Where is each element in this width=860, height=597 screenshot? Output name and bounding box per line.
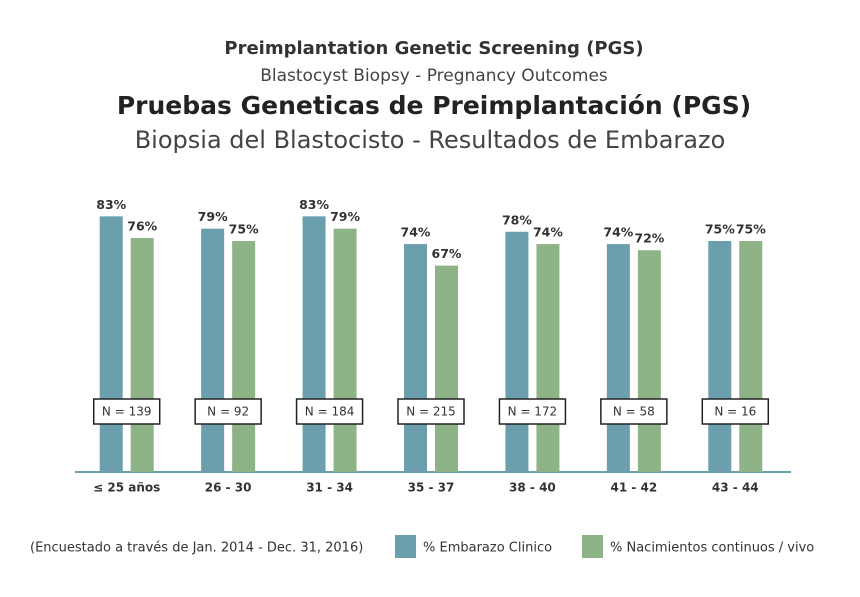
x-tick-label: 41 - 42 (610, 481, 657, 495)
legend-label: % Nacimientos continuos / vivo (610, 541, 814, 556)
data-label: 83% (299, 197, 329, 212)
bar (201, 228, 225, 472)
n-box (92, 398, 161, 425)
data-label: 75% (229, 222, 259, 237)
bar (232, 241, 256, 472)
n-label: N = 184 (305, 405, 355, 419)
n-label: N = 16 (714, 405, 756, 419)
x-tick-label: 43 - 44 (712, 481, 759, 495)
n-box (295, 398, 364, 425)
n-label: N = 215 (406, 405, 456, 419)
x-tick-label: 26 - 30 (205, 481, 252, 495)
n-label: N = 92 (207, 405, 249, 419)
n-label: N = 139 (102, 405, 152, 419)
bar (606, 244, 630, 472)
n-box (498, 398, 567, 425)
bar (333, 228, 357, 472)
bar (302, 216, 326, 472)
bar (99, 216, 123, 472)
data-label: 72% (634, 231, 664, 246)
data-label: 75% (736, 222, 766, 237)
data-label: 67% (432, 246, 462, 261)
data-label: 74% (533, 225, 563, 240)
chart-title: Pruebas Geneticas de Preimplantación (PG… (117, 91, 751, 120)
bar (739, 241, 763, 472)
chart-title: Preimplantation Genetic Screening (PGS) (224, 38, 643, 59)
data-label: 74% (603, 225, 633, 240)
data-label: 74% (401, 225, 431, 240)
legend-label: % Embarazo Clinico (423, 541, 552, 556)
bar (130, 237, 154, 472)
legend-swatch (395, 535, 416, 558)
n-box (397, 398, 465, 425)
n-label: N = 58 (613, 405, 655, 419)
bar (505, 231, 529, 472)
data-label: 78% (502, 212, 532, 227)
legend-swatch (582, 535, 603, 558)
data-label: 79% (330, 209, 360, 224)
footnote: (Encuestado a través de Jan. 2014 - Dec.… (30, 541, 363, 556)
chart-subtitle: Blastocyst Biopsy - Pregnancy Outcomes (260, 66, 608, 86)
bar (708, 241, 732, 472)
bar (536, 244, 560, 472)
bar (435, 265, 458, 472)
data-label: 75% (705, 222, 735, 237)
data-label: 79% (198, 209, 228, 224)
n-box (600, 398, 668, 425)
x-tick-label: 35 - 37 (408, 481, 455, 495)
data-label: 83% (96, 197, 126, 212)
data-label: 76% (127, 218, 157, 233)
x-tick-label: ≤ 25 años (93, 481, 160, 495)
bar (637, 250, 661, 472)
n-box (701, 398, 770, 425)
x-tick-label: 38 - 40 (509, 481, 556, 495)
n-box (194, 398, 262, 425)
x-tick-label: 31 - 34 (306, 481, 353, 495)
chart-subtitle: Biopsia del Blastocisto - Resultados de … (135, 126, 726, 154)
bar (404, 244, 427, 472)
n-label: N = 172 (508, 405, 558, 419)
